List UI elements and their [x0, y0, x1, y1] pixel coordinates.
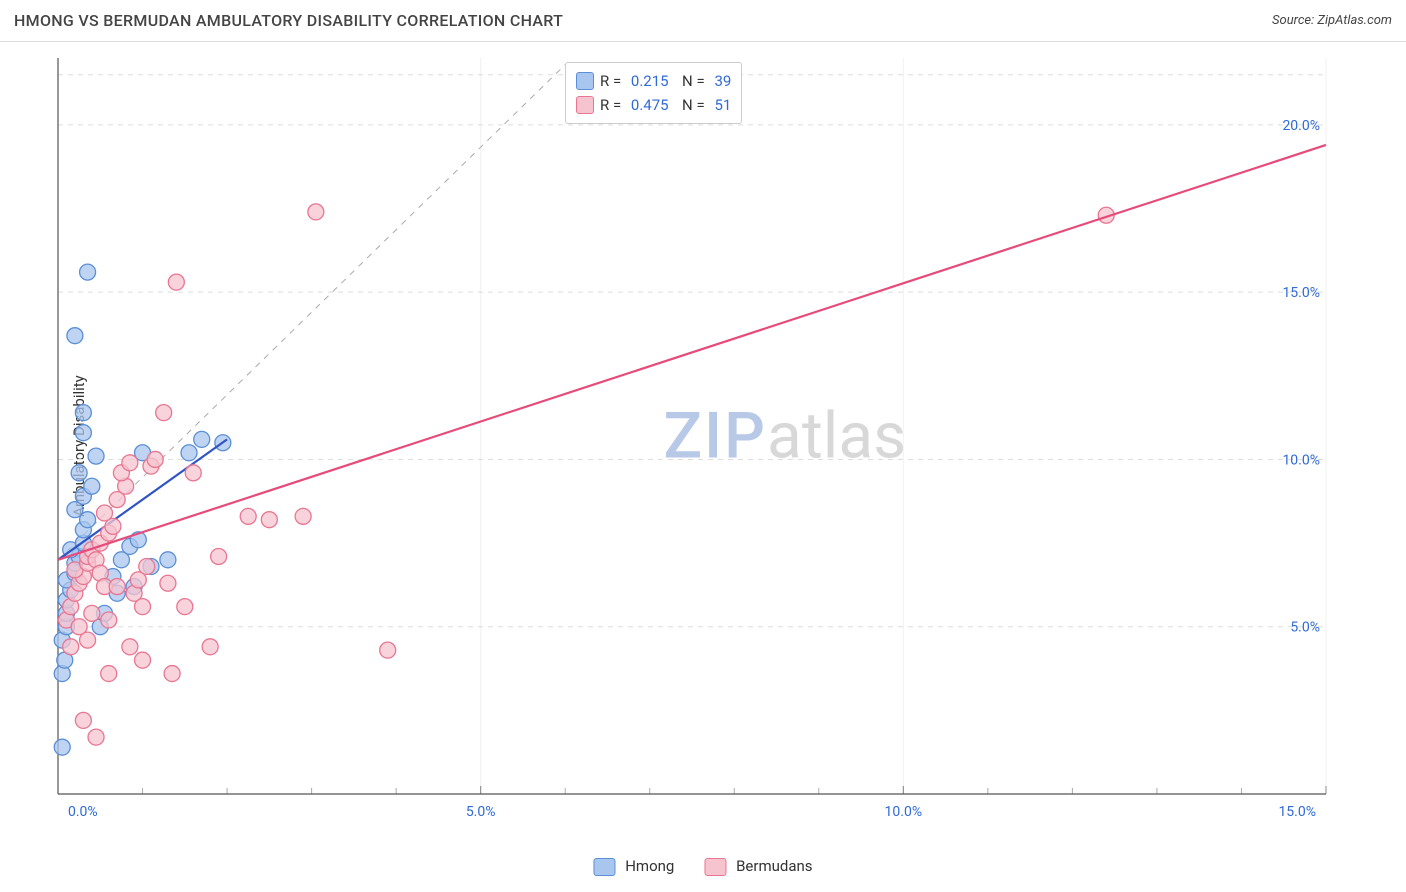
scatter-point	[181, 445, 197, 461]
stats-row: R = 0.215 N = 39	[576, 69, 731, 93]
scatter-point	[75, 712, 91, 728]
scatter-point	[63, 639, 79, 655]
scatter-point	[84, 605, 100, 621]
scatter-point	[88, 729, 104, 745]
trend-line	[58, 145, 1326, 560]
scatter-point	[122, 455, 138, 471]
scatter-point	[75, 405, 91, 421]
y-tick-label: 15.0%	[1282, 285, 1320, 301]
scatter-point	[80, 264, 96, 280]
x-tick-label: 15.0%	[1278, 804, 1316, 820]
scatter-point	[88, 448, 104, 464]
y-tick-label: 10.0%	[1282, 452, 1320, 468]
stat-n-value: 51	[714, 93, 731, 117]
scatter-point	[135, 599, 151, 615]
scatter-point	[185, 465, 201, 481]
legend-swatch-hmong	[593, 858, 615, 876]
title-bar: HMONG VS BERMUDAN AMBULATORY DISABILITY …	[0, 0, 1406, 42]
legend-item-hmong: Hmong	[593, 857, 674, 876]
scatter-point	[75, 425, 91, 441]
y-tick-label: 5.0%	[1290, 620, 1320, 636]
scatter-point	[135, 652, 151, 668]
scatter-point	[147, 451, 163, 467]
chart-area: 5.0%10.0%15.0%20.0%0.0%5.0%10.0%15.0% ZI…	[50, 50, 1386, 822]
scatter-point	[71, 465, 87, 481]
scatter-point	[261, 512, 277, 528]
stats-swatch	[576, 72, 594, 90]
scatter-point	[380, 642, 396, 658]
scatter-point	[295, 508, 311, 524]
stat-n-value: 39	[714, 69, 731, 93]
scatter-point	[164, 666, 180, 682]
stat-n-label: N =	[675, 93, 709, 117]
scatter-point	[160, 575, 176, 591]
chart-title: HMONG VS BERMUDAN AMBULATORY DISABILITY …	[14, 11, 563, 30]
scatter-point	[101, 666, 117, 682]
bottom-legend: Hmong Bermudans	[593, 857, 812, 876]
legend-swatch-bermudans	[704, 858, 726, 876]
scatter-point	[177, 599, 193, 615]
stat-n-label: N =	[675, 69, 709, 93]
scatter-point	[240, 508, 256, 524]
x-tick-label: 5.0%	[466, 804, 496, 820]
source-attribution: Source: ZipAtlas.com	[1272, 13, 1392, 28]
scatter-point	[202, 639, 218, 655]
stat-r-label: R =	[600, 93, 625, 117]
scatter-point	[156, 405, 172, 421]
scatter-point	[101, 612, 117, 628]
scatter-point	[211, 548, 227, 564]
stat-r-value: 0.215	[631, 69, 669, 93]
legend-item-bermudans: Bermudans	[704, 857, 812, 876]
scatter-point	[109, 579, 125, 595]
legend-label-hmong: Hmong	[625, 857, 674, 875]
scatter-point	[96, 505, 112, 521]
scatter-point	[84, 478, 100, 494]
scatter-point	[308, 204, 324, 220]
scatter-point	[80, 632, 96, 648]
y-tick-label: 20.0%	[1282, 118, 1320, 134]
x-tick-label: 0.0%	[68, 804, 98, 820]
scatter-point	[67, 328, 83, 344]
scatter-point	[160, 552, 176, 568]
legend-label-bermudans: Bermudans	[736, 857, 812, 875]
stats-box: R = 0.215 N = 39R = 0.475 N = 51	[565, 62, 742, 124]
stat-r-value: 0.475	[631, 93, 669, 117]
scatter-point	[139, 559, 155, 575]
scatter-point	[168, 274, 184, 290]
scatter-point	[194, 431, 210, 447]
scatter-plot: 5.0% 10.0% 15.0% 20.0% 0.0% 5.0% 10.0% 15.0%	[50, 50, 1386, 822]
scatter-point	[54, 739, 70, 755]
stats-swatch	[576, 96, 594, 114]
scatter-point	[122, 639, 138, 655]
stats-row: R = 0.475 N = 51	[576, 93, 731, 117]
stat-r-label: R =	[600, 69, 625, 93]
x-tick-label: 10.0%	[885, 804, 923, 820]
